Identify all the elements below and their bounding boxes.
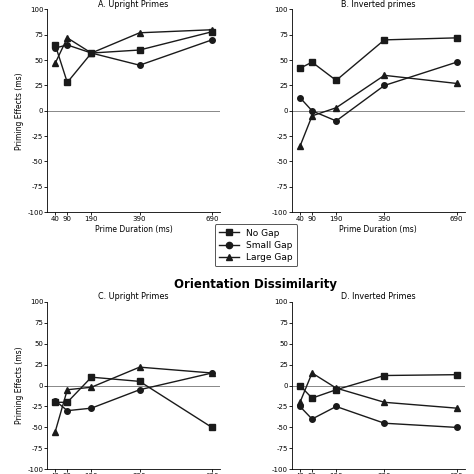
Title: A. Upright Primes: A. Upright Primes (99, 0, 169, 9)
Legend: No Gap, Small Gap, Large Gap: No Gap, Small Gap, Large Gap (215, 224, 297, 266)
Title: B. Inverted primes: B. Inverted primes (341, 0, 416, 9)
Title: D. Inverted Primes: D. Inverted Primes (341, 292, 416, 301)
Y-axis label: Priming Effects (ms): Priming Effects (ms) (16, 347, 25, 424)
X-axis label: Prime Duration (ms): Prime Duration (ms) (339, 225, 417, 234)
Title: C. Upright Primes: C. Upright Primes (98, 292, 169, 301)
Text: Orientation Dissimilarity: Orientation Dissimilarity (174, 278, 337, 291)
X-axis label: Prime Duration (ms): Prime Duration (ms) (95, 225, 173, 234)
Y-axis label: Priming Effects (ms): Priming Effects (ms) (16, 72, 25, 150)
